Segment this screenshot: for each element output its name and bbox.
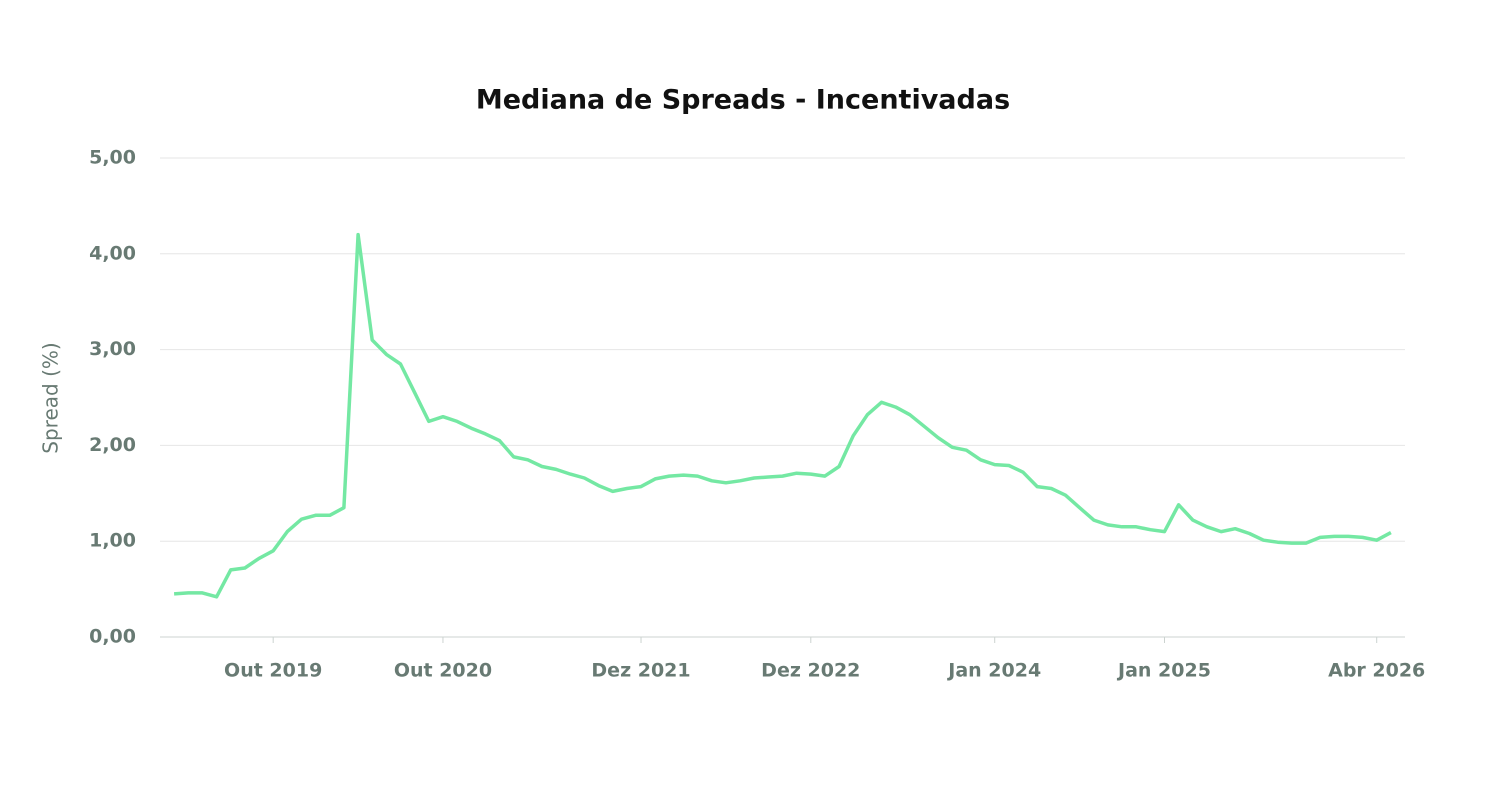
y-tick-label: 2,00 bbox=[89, 434, 136, 456]
y-tick-label: 4,00 bbox=[89, 242, 136, 264]
x-tick-label: Jan 2024 bbox=[946, 660, 1041, 682]
x-tick-label: Dez 2022 bbox=[761, 660, 860, 682]
chart-title: Mediana de Spreads - Incentivadas bbox=[476, 85, 1010, 116]
series-line bbox=[173, 232, 1392, 599]
x-tick-label: Dez 2021 bbox=[591, 660, 690, 682]
y-axis-label: Spread (%) bbox=[39, 342, 63, 453]
y-tick-label: 0,00 bbox=[89, 626, 136, 648]
y-tick-label: 1,00 bbox=[89, 530, 136, 552]
y-tick-label: 3,00 bbox=[89, 338, 136, 360]
x-tick-label: Out 2020 bbox=[394, 660, 492, 682]
y-tick-label: 5,00 bbox=[89, 147, 136, 169]
x-tick-label: Out 2019 bbox=[224, 660, 322, 682]
x-tick-label: Jan 2025 bbox=[1116, 660, 1211, 682]
x-tick-label: Abr 2026 bbox=[1328, 660, 1425, 682]
